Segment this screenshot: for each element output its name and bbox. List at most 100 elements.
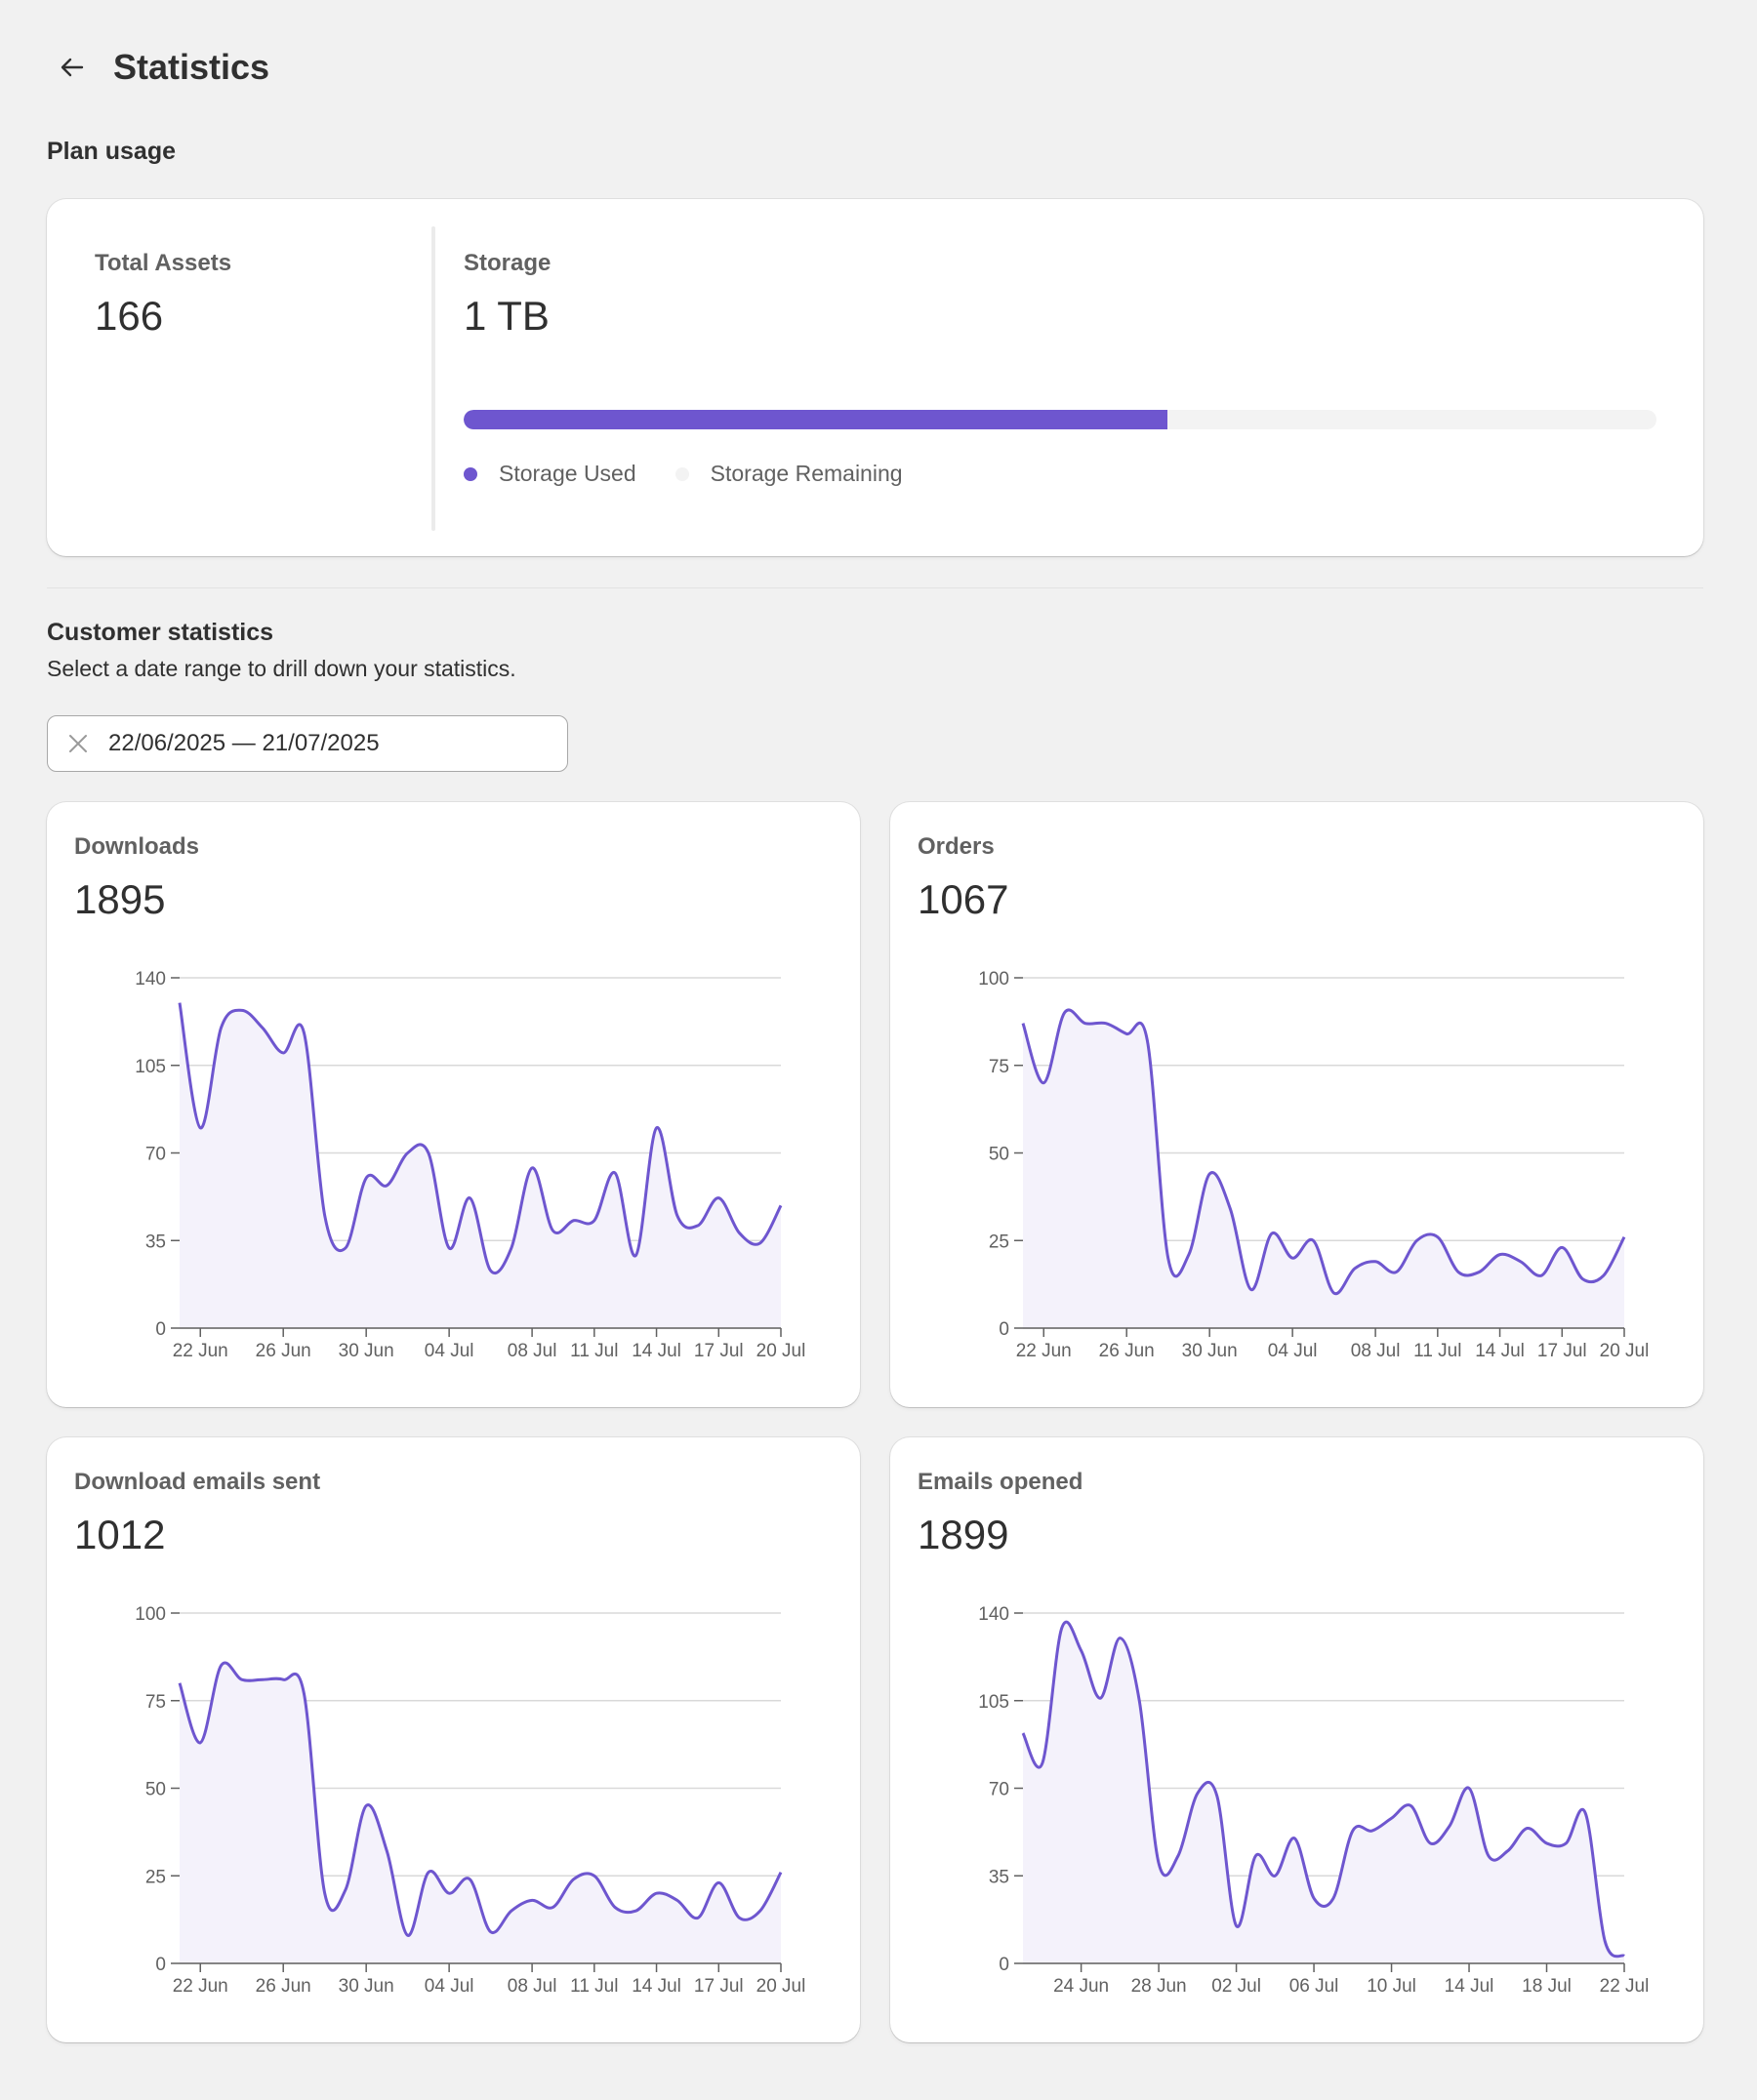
downloads-chart: 0 35 70 105 140 22 Jun 26 Jun 30 Jun 04 Jul 08 Ju… [135,969,806,1361]
emails-opened-chart: 0 35 70 105 140 24 Jun 28 Jun 02 Jul 06 Jul 10 Ju… [978,1604,1650,1997]
orders-chart: 0 25 50 75 100 22 Jun 26 Jun 30 Jun 04 Jul 08 Jul… [978,969,1650,1361]
x-tick-label: 04 Jul [425,1976,474,1997]
x-tick-label: 24 Jun [1053,1976,1109,1997]
y-tick-label: 25 [989,1232,1009,1252]
series-area [1023,1622,1624,1963]
x-tick-label: 08 Jul [508,1976,557,1997]
storage-value: 1 TB [464,293,550,339]
plan-usage-card: Total Assets 166 Storage 1 TB Storage Us… [47,199,1703,556]
section-divider [47,587,1703,588]
y-tick-label: 35 [989,1867,1009,1887]
downloads-card: Downloads 1895 0 35 70 105 140 22 Jun 26 Jun 30… [47,802,860,1407]
y-tick-label: 0 [155,1319,166,1340]
customer-statistics-title: Customer statistics [47,619,274,646]
x-tick-label: 30 Jun [339,1341,394,1361]
y-tick-label: 140 [978,1604,1009,1625]
page-title: Statistics [113,47,270,87]
customer-statistics-description: Select a date range to drill down your s… [47,656,516,681]
clear-date-button[interactable] [65,731,91,756]
x-tick-label: 10 Jul [1367,1976,1416,1997]
x-tick-label: 02 Jul [1211,1976,1261,1997]
storage-progress-bar [464,410,1656,429]
x-tick-label: 17 Jul [1537,1341,1587,1361]
x-tick-label: 30 Jun [339,1976,394,1997]
plan-usage-title: Plan usage [47,138,176,165]
date-range-input[interactable]: 22/06/2025 — 21/07/2025 [47,715,568,772]
y-tick-label: 0 [999,1319,1009,1340]
chart-total-value: 1012 [74,1512,166,1557]
x-tick-label: 11 Jul [570,1976,618,1997]
storage-remaining-dot [674,466,689,481]
total-assets-label: Total Assets [95,250,232,276]
series-area [180,1662,781,1963]
legend-storage-used-label: Storage Used [499,461,636,486]
x-tick-label: 14 Jul [1445,1976,1494,1997]
x-tick-label: 14 Jul [632,1976,681,1997]
series-line [178,1002,783,1274]
chart-total-value: 1899 [918,1512,1009,1557]
date-range-value: 22/06/2025 — 21/07/2025 [108,730,380,756]
plan-divider [431,226,435,531]
chart-title: Orders [918,833,995,860]
back-button[interactable] [55,50,90,85]
download-emails-sent-chart: 0 25 50 75 100 22 Jun 26 Jun 30 Jun 04 Jul 08 Jul… [135,1604,806,1997]
y-tick-label: 105 [978,1692,1009,1713]
legend-storage-used: Storage Used [464,461,636,487]
x-tick-label: 30 Jun [1182,1341,1238,1361]
chart-title: Download emails sent [74,1469,321,1495]
storage-legend: Storage Used Storage Remaining [464,461,942,487]
series-line [1021,1008,1626,1296]
x-tick-label: 04 Jul [425,1341,474,1361]
storage-used-fill [464,410,1167,429]
x-tick-label: 14 Jul [632,1341,681,1361]
y-tick-label: 0 [155,1955,166,1975]
y-tick-label: 0 [999,1955,1009,1975]
x-tick-label: 11 Jul [1413,1341,1461,1361]
y-tick-label: 70 [989,1780,1009,1800]
storage-label: Storage [464,250,552,276]
x-tick-label: 17 Jul [694,1976,744,1997]
total-assets-value: 166 [95,293,164,339]
x-tick-label: 28 Jun [1131,1976,1187,1997]
y-tick-label: 75 [989,1057,1009,1077]
series-area [1023,1009,1624,1328]
y-tick-label: 35 [145,1232,166,1252]
chart-title: Emails opened [918,1469,1083,1495]
download-emails-sent-card: Download emails sent 1012 0 25 50 75 100 22 J… [47,1437,860,2042]
y-tick-label: 50 [145,1780,166,1800]
arrow-left-icon [61,58,84,77]
series-line [178,1661,783,1937]
y-tick-label: 25 [145,1867,166,1887]
x-tick-label: 22 Jun [173,1976,228,1997]
x-tick-label: 22 Jul [1600,1976,1650,1997]
series-area [180,1002,781,1328]
chart-title: Downloads [74,833,200,860]
x-tick-label: 04 Jul [1268,1341,1318,1361]
y-tick-label: 100 [978,969,1009,989]
legend-storage-remaining: Storage Remaining [674,461,903,487]
close-icon [69,735,87,752]
x-tick-label: 22 Jun [1016,1341,1072,1361]
x-tick-label: 11 Jul [570,1341,618,1361]
x-tick-label: 26 Jun [256,1976,311,1997]
y-tick-label: 50 [989,1145,1009,1165]
x-tick-label: 20 Jul [1600,1341,1650,1361]
chart-total-value: 1895 [74,876,166,922]
series-line [1021,1620,1625,1959]
x-tick-label: 20 Jul [756,1976,806,1997]
x-tick-label: 20 Jul [756,1341,806,1361]
x-tick-label: 26 Jun [1099,1341,1155,1361]
orders-card: Orders 1067 0 25 50 75 100 22 Jun 26 Jun 30 Jun… [890,802,1703,1407]
x-tick-label: 14 Jul [1475,1341,1525,1361]
chart-total-value: 1067 [918,876,1009,922]
x-tick-label: 08 Jul [508,1341,557,1361]
x-tick-label: 08 Jul [1351,1341,1401,1361]
y-tick-label: 105 [135,1057,166,1077]
x-tick-label: 06 Jul [1289,1976,1339,1997]
storage-used-dot [464,466,477,481]
emails-opened-card: Emails opened 1899 0 35 70 105 140 24 Jun 28 J… [890,1437,1703,2042]
y-tick-label: 70 [145,1145,166,1165]
y-tick-label: 140 [135,969,166,989]
page-header: Statistics [55,47,269,88]
